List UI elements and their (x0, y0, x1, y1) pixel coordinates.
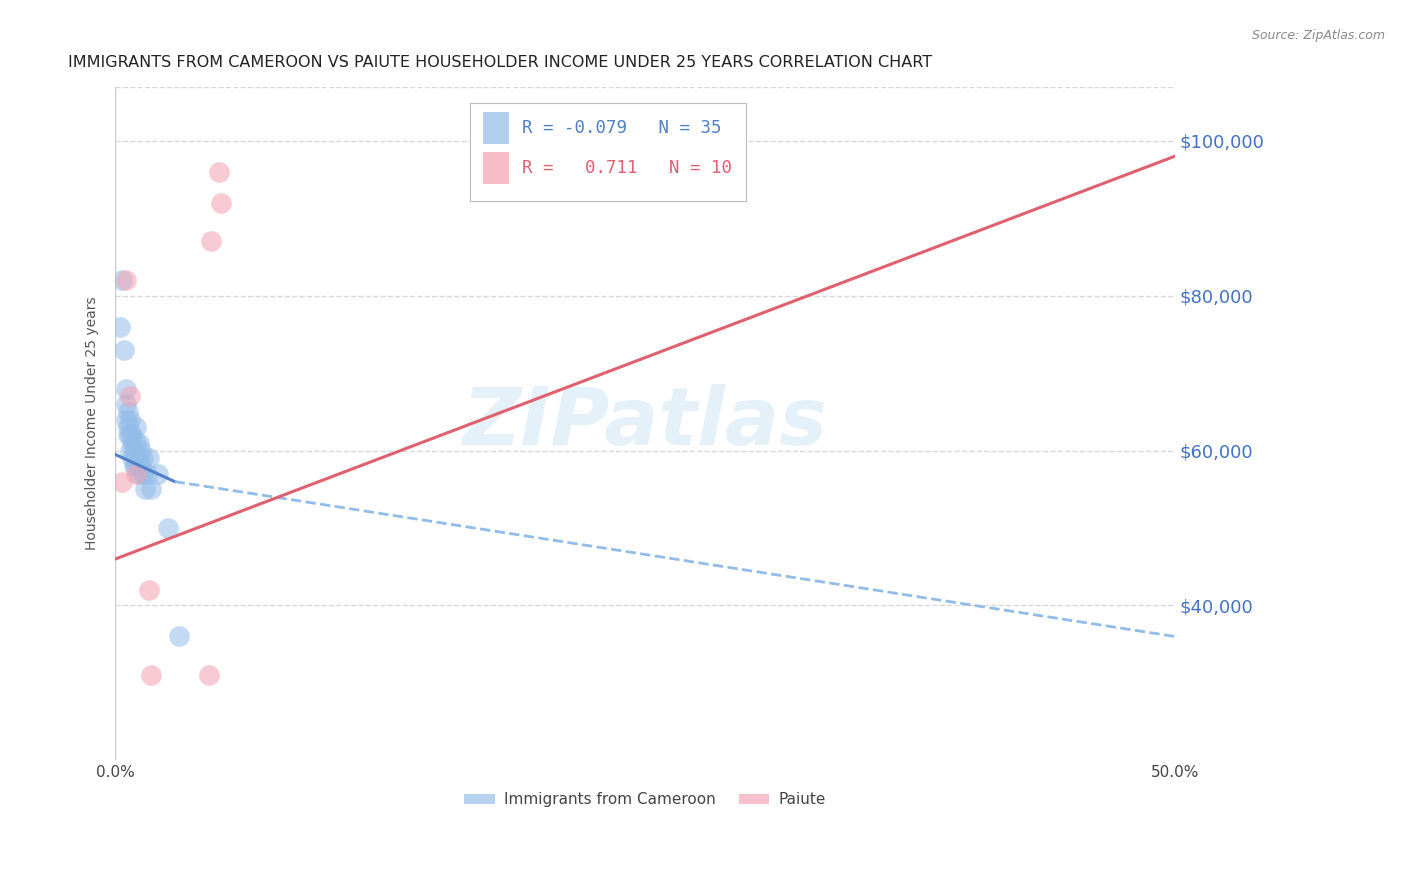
Point (200, 235, 222, 249)
FancyBboxPatch shape (470, 103, 745, 201)
Legend: Immigrants from Cameroon, Paiute: Immigrants from Cameroon, Paiute (458, 786, 832, 814)
Point (112, 343, 135, 357)
Text: R = -0.079   N = 35: R = -0.079 N = 35 (522, 119, 721, 136)
Point (124, 443, 146, 458)
Point (124, 459, 146, 474)
Point (138, 582, 160, 597)
Text: IMMIGRANTS FROM CAMEROON VS PAIUTE HOUSEHOLDER INCOME UNDER 25 YEARS CORRELATION: IMMIGRANTS FROM CAMEROON VS PAIUTE HOUSE… (67, 55, 932, 70)
Point (197, 668, 219, 682)
Point (115, 397, 138, 411)
Text: ZIPatlas: ZIPatlas (463, 384, 828, 462)
Point (115, 412, 138, 426)
Point (120, 412, 142, 426)
Point (125, 467, 148, 481)
Point (125, 420, 148, 434)
Point (125, 451, 148, 466)
Point (209, 195, 232, 210)
Point (146, 467, 169, 481)
Point (120, 389, 142, 403)
Point (132, 451, 155, 466)
Point (117, 428, 139, 442)
Point (128, 467, 150, 481)
Point (125, 459, 148, 474)
Point (132, 467, 155, 481)
Point (121, 435, 143, 450)
Bar (482, 112, 509, 144)
Point (117, 405, 139, 419)
Point (120, 428, 142, 442)
Text: Source: ZipAtlas.com: Source: ZipAtlas.com (1251, 29, 1385, 42)
Point (111, 273, 134, 287)
Point (136, 467, 159, 481)
Point (129, 443, 152, 458)
Point (108, 319, 131, 334)
Point (129, 459, 152, 474)
Point (208, 165, 231, 179)
Text: R =   0.711   N = 10: R = 0.711 N = 10 (522, 159, 733, 178)
Point (115, 382, 138, 396)
Point (167, 630, 190, 644)
Point (141, 668, 163, 682)
Point (157, 521, 180, 535)
Y-axis label: Householder Income Under 25 years: Householder Income Under 25 years (86, 297, 100, 550)
Point (117, 420, 139, 434)
Point (128, 451, 150, 466)
Point (121, 428, 143, 442)
Point (134, 483, 156, 497)
Point (128, 435, 150, 450)
Point (111, 475, 134, 489)
Point (120, 443, 142, 458)
Point (115, 273, 138, 287)
Bar (482, 152, 509, 185)
Point (141, 483, 163, 497)
Point (121, 451, 143, 466)
Point (125, 435, 148, 450)
Point (138, 451, 160, 466)
